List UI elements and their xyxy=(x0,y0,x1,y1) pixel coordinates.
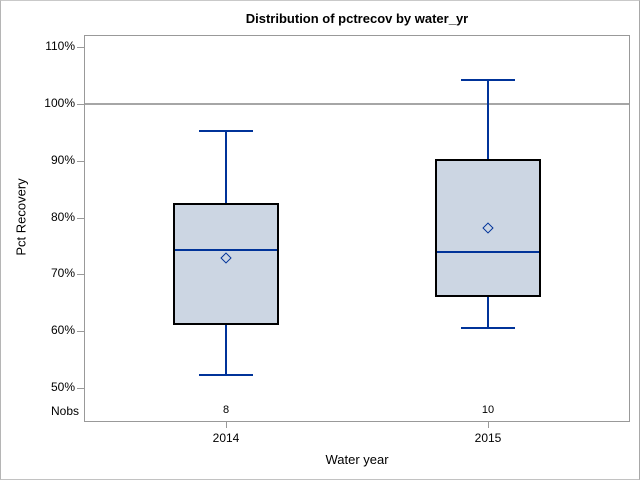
iqr-box xyxy=(435,159,541,297)
plot-area xyxy=(84,35,630,422)
y-tick-label: 60% xyxy=(50,323,75,337)
whisker-high-cap xyxy=(199,130,253,132)
y-tick-mark xyxy=(77,388,84,389)
chart-title: Distribution of pctrecov by water_yr xyxy=(245,11,469,26)
x-tick-mark xyxy=(488,422,489,428)
x-tick-label: 2015 xyxy=(474,431,502,445)
y-tick-label: 110% xyxy=(45,39,75,53)
y-tick-mark xyxy=(77,161,84,162)
y-tick-label: 100% xyxy=(44,96,75,110)
whisker-high-line xyxy=(225,131,227,203)
y-tick-mark xyxy=(77,218,84,219)
nobs-row-label: Nobs xyxy=(50,404,79,418)
y-tick-label: 90% xyxy=(50,153,75,167)
x-tick-label: 2014 xyxy=(212,431,240,445)
y-tick-label: 70% xyxy=(50,266,75,280)
nobs-value: 10 xyxy=(481,404,495,416)
whisker-high-line xyxy=(487,80,489,159)
y-tick-mark xyxy=(77,274,84,275)
whisker-low-cap xyxy=(461,327,515,329)
reference-line-100pct xyxy=(85,103,629,105)
x-tick-mark xyxy=(226,422,227,428)
iqr-box xyxy=(173,203,279,325)
whisker-low-cap xyxy=(199,374,253,376)
y-tick-mark xyxy=(77,331,84,332)
median-line xyxy=(175,249,277,251)
median-line xyxy=(437,251,539,253)
nobs-value: 8 xyxy=(222,404,230,416)
x-axis-title: Water year xyxy=(325,452,389,467)
y-tick-mark xyxy=(77,104,84,105)
y-tick-label: 50% xyxy=(50,380,75,394)
whisker-low-line xyxy=(225,324,227,375)
y-tick-label: 80% xyxy=(50,210,75,224)
y-tick-mark xyxy=(77,47,84,48)
whisker-high-cap xyxy=(461,79,515,81)
whisker-low-line xyxy=(487,297,489,328)
